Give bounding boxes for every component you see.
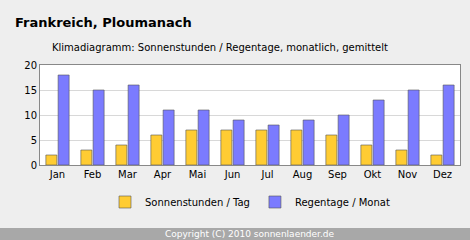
svg-text:Mar: Mar [118,169,138,180]
svg-text:Aug: Aug [293,169,313,180]
svg-text:Mai: Mai [189,169,207,180]
svg-text:Apr: Apr [154,169,172,180]
svg-text:Frankreich, Ploumanach: Frankreich, Ploumanach [15,15,192,30]
svg-text:0: 0 [31,160,37,171]
svg-text:Copyright (C) 2010 sonnenlaend: Copyright (C) 2010 sonnenlaender.de [165,229,335,239]
svg-text:Sonnenstunden / Tag: Sonnenstunden / Tag [145,197,250,208]
svg-text:20: 20 [24,60,37,71]
svg-text:5: 5 [31,135,37,146]
svg-text:Sep: Sep [328,169,347,180]
svg-text:10: 10 [24,110,37,121]
svg-text:Jun: Jun [224,169,241,180]
svg-text:Okt: Okt [364,169,382,180]
svg-text:Jul: Jul [260,169,273,180]
svg-text:15: 15 [24,85,37,96]
svg-text:Nov: Nov [398,169,418,180]
svg-text:Jan: Jan [49,169,65,180]
svg-text:Dez: Dez [433,169,452,180]
svg-text:Regentage / Monat: Regentage / Monat [295,197,390,208]
svg-text:Klimadiagramm: Sonnenstunden /: Klimadiagramm: Sonnenstunden / Regentage… [52,42,388,53]
svg-text:Feb: Feb [84,169,102,180]
